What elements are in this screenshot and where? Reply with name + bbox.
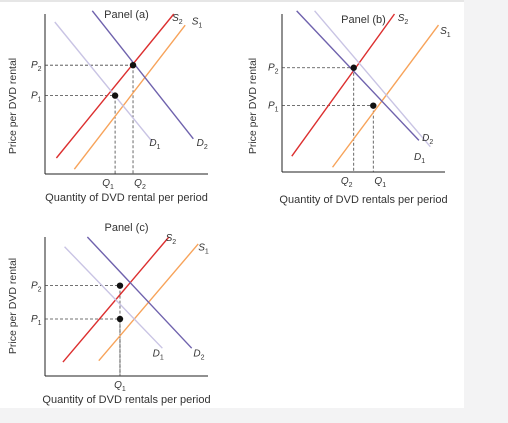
curve-D1 bbox=[54, 21, 154, 143]
curve-label-D2: D2 bbox=[197, 138, 208, 151]
curve-D1 bbox=[64, 246, 163, 349]
curve-label-D1: D1 bbox=[153, 348, 164, 361]
curve-D1 bbox=[314, 10, 431, 148]
curve-S2 bbox=[55, 13, 175, 159]
x-axis-label: Quantity of DVD rental per period bbox=[45, 192, 208, 204]
curve-label-S2: S2 bbox=[166, 233, 177, 246]
x-tick-Q1: Q1 bbox=[102, 178, 114, 191]
curve-label-D1: D1 bbox=[414, 152, 425, 165]
equilibrium-point-E1 bbox=[111, 92, 119, 99]
y-tick-P2: P2 bbox=[268, 63, 279, 76]
x-tick-Q1: Q1 bbox=[114, 380, 126, 393]
curve-D2 bbox=[296, 10, 420, 141]
top-border bbox=[0, 0, 508, 2]
equilibrium-point-E1 bbox=[370, 102, 377, 109]
figure: Panel (a) Quantity of DVD rental per peri… bbox=[7, 9, 451, 406]
curve-label-D1: D1 bbox=[149, 138, 160, 151]
y-tick-P2: P2 bbox=[31, 60, 42, 73]
equilibrium-point-E1 bbox=[116, 315, 124, 323]
right-gutter bbox=[464, 0, 508, 423]
panel-0: Panel (a) Quantity of DVD rental per peri… bbox=[7, 9, 208, 204]
curve-label-S2: S2 bbox=[398, 13, 409, 26]
bottom-band bbox=[0, 408, 464, 423]
equilibrium-point-E2 bbox=[116, 282, 124, 289]
curve-label-D2: D2 bbox=[193, 348, 204, 361]
curve-S1 bbox=[331, 24, 440, 168]
curve-D2 bbox=[91, 10, 194, 140]
panel-title: Panel (b) bbox=[341, 14, 386, 26]
x-tick-Q2: Q2 bbox=[341, 176, 353, 189]
y-axis-label: Price per DVD rental bbox=[247, 58, 259, 154]
x-axis-label: Quantity of DVD rentals per period bbox=[42, 394, 210, 406]
panel-2: Panel (c) Quantity of DVD rentals per per… bbox=[7, 222, 211, 406]
curve-S1 bbox=[73, 24, 186, 170]
x-tick-Q2: Q2 bbox=[134, 178, 146, 191]
y-tick-P1: P1 bbox=[31, 314, 42, 327]
curve-S2 bbox=[291, 13, 396, 157]
equilibrium-point-E2 bbox=[129, 61, 137, 69]
x-tick-Q1: Q1 bbox=[374, 176, 386, 189]
y-tick-P1: P1 bbox=[31, 91, 42, 104]
equilibrium-point-E2 bbox=[350, 64, 357, 71]
y-axis-label: Price per DVD rental bbox=[7, 258, 19, 354]
y-tick-P1: P1 bbox=[268, 101, 279, 114]
panel-title: Panel (c) bbox=[104, 222, 148, 234]
curve-label-S1: S1 bbox=[440, 26, 451, 39]
curve-D2 bbox=[86, 236, 193, 349]
curve-label-S1: S1 bbox=[192, 16, 203, 29]
curve-label-S2: S2 bbox=[172, 13, 183, 26]
panel-title: Panel (a) bbox=[104, 9, 149, 21]
x-axis-label: Quantity of DVD rentals per period bbox=[279, 194, 447, 206]
y-axis-label: Price per DVD rental bbox=[7, 58, 19, 154]
curve-label-S1: S1 bbox=[198, 243, 209, 256]
curve-label-D2: D2 bbox=[422, 133, 433, 146]
y-tick-P2: P2 bbox=[31, 281, 42, 294]
panel-1: Panel (b) Quantity of DVD rentals per per… bbox=[247, 10, 451, 206]
